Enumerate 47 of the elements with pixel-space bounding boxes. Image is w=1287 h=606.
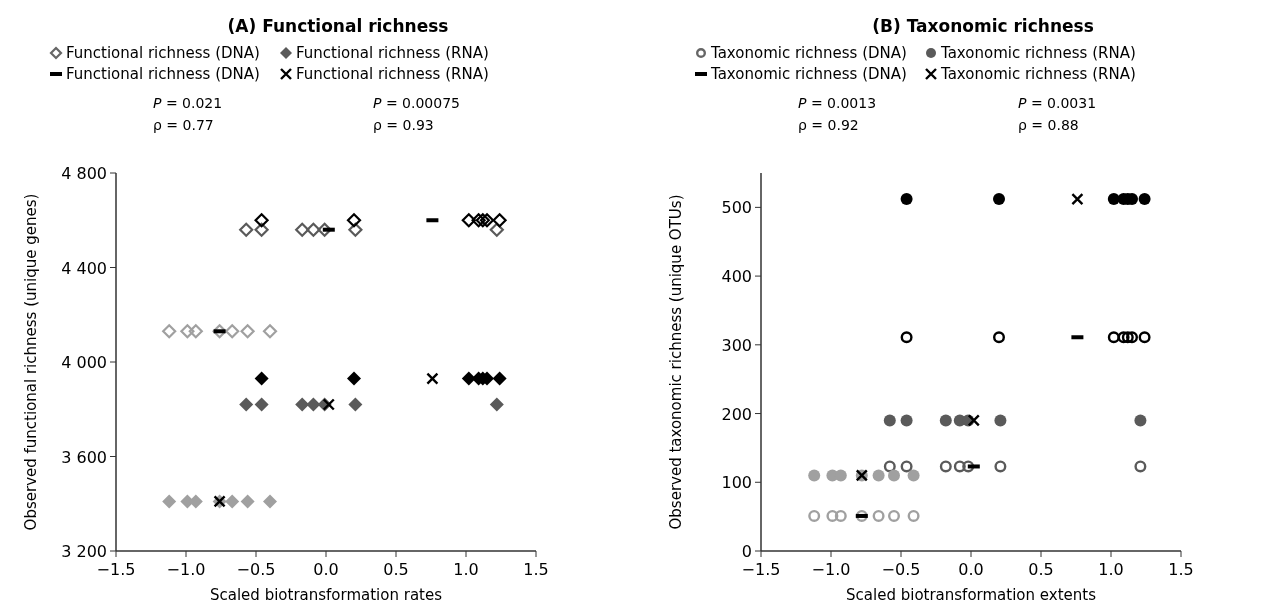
y-tick-label: 3 200 [61,542,107,561]
y-tick-label: 500 [721,198,752,218]
x-axis-title: Scaled biotransformation rates [209,586,443,604]
legend-label: Functional richness (DNA) [66,44,260,62]
y-tick-label: 300 [721,335,752,355]
y-tick-label: 100 [721,473,752,493]
text: P = 0.0013 [798,95,877,111]
legend-label: Taxonomic richness (DNA) [710,65,907,83]
legend-label: Functional richness (RNA) [296,44,489,62]
chart-title: (A) Functional richness [227,16,449,36]
x-tick-label: 1.5 [1168,560,1194,579]
y-tick-label: 200 [721,404,752,424]
legend-label: Taxonomic richness (RNA) [940,65,1136,83]
legend-label: Taxonomic richness (RNA) [940,44,1136,62]
legend-label: Functional richness (RNA) [296,65,489,83]
text: ρ = 0.88 [1018,117,1079,133]
legend-label: Taxonomic richness (DNA) [710,44,907,62]
x-tick-label: 0.0 [313,560,339,579]
text: ρ = 0.93 [373,117,434,133]
y-tick-label: 4 800 [61,164,107,183]
y-tick-label: 0 [741,542,752,561]
x-tick-label: 1.5 [523,560,549,579]
x-tick-label: 1.0 [453,560,479,579]
x-tick-label: 0.0 [958,560,984,579]
text: P = 0.0031 [1018,95,1097,111]
y-axis-title: Observed taxonomic richness (unique OTUs) [667,194,685,530]
x-tick-label: −1.0 [811,560,851,579]
y-tick-label: 4 400 [61,258,107,278]
x-tick-label: −1.5 [96,560,136,579]
x-tick-label: −0.5 [881,560,921,579]
chart-title: (B) Taxonomic richness [872,16,1094,36]
x-tick-label: 0.5 [383,560,409,579]
text: ρ = 0.92 [798,117,859,133]
legend-label: Functional richness (DNA) [66,65,260,83]
text: P = 0.00075 [373,95,460,111]
text: ρ = 0.77 [153,117,214,133]
y-axis-title: Observed functional richness (unique genes) [22,193,40,531]
x-axis-title: Scaled biotransformation extents [846,586,1097,604]
x-tick-label: −0.5 [236,560,276,579]
x-tick-label: 0.5 [1028,560,1054,579]
text: P = 0.021 [153,95,223,111]
y-tick-label: 3 600 [61,447,107,467]
x-tick-label: −1.5 [741,560,781,579]
y-tick-label: 400 [721,267,752,287]
x-tick-label: 1.0 [1098,560,1124,579]
x-tick-label: −1.0 [166,560,206,579]
y-tick-label: 4 000 [61,353,107,372]
